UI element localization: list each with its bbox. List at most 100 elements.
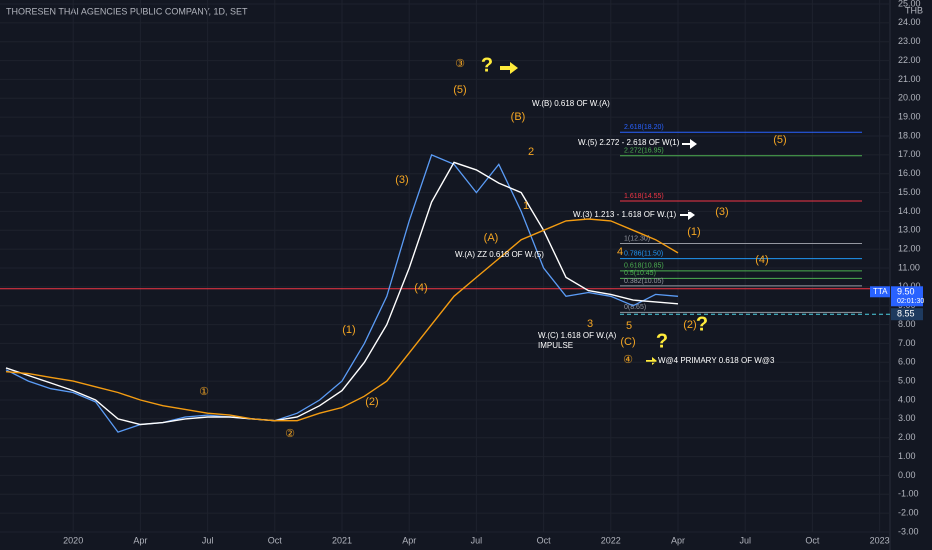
- fib-label: 2.618(18.20): [624, 124, 664, 131]
- arrow-icon: [682, 139, 697, 149]
- y-tick-label: 25.00: [898, 0, 921, 8]
- y-tick-label: 18.00: [898, 130, 921, 140]
- y-tick-label: 20.00: [898, 93, 921, 103]
- x-tick-label: Oct: [268, 535, 283, 545]
- price-tag-label: 9.50: [897, 287, 915, 297]
- y-tick-label: 5.00: [898, 376, 916, 386]
- fib-label: 0.5(10.45): [624, 270, 656, 277]
- x-tick-label: 2020: [63, 535, 83, 545]
- x-tick-label: Apr: [671, 535, 685, 545]
- y-tick-label: 19.00: [898, 112, 921, 122]
- y-tick-label: -2.00: [898, 508, 919, 518]
- annotation: 4: [617, 246, 623, 258]
- annotation: 5: [626, 320, 632, 332]
- x-tick-label: Jul: [739, 535, 751, 545]
- annotation: (3): [715, 206, 728, 218]
- series-line: [5, 154, 679, 433]
- chart-title: THORESEN THAI AGENCIES PUBLIC COMPANY, 1…: [6, 6, 248, 16]
- annotation: (1): [342, 324, 355, 336]
- y-tick-label: 7.00: [898, 338, 916, 348]
- arrow-icon: [646, 357, 657, 365]
- annotation: W.(3) 1.213 - 1.618 OF W.(1): [573, 210, 676, 219]
- annotation: (4): [414, 282, 427, 294]
- y-tick-label: 16.00: [898, 168, 921, 178]
- fib-label: 0.786(11.50): [624, 250, 663, 257]
- y-tick-label: 11.00: [898, 262, 920, 272]
- y-tick-label: 23.00: [898, 36, 921, 46]
- annotation: (2): [683, 319, 696, 331]
- annotation: 2: [528, 146, 534, 158]
- price-tag: [891, 286, 923, 307]
- x-tick-label: 2023: [870, 535, 890, 545]
- annotation: W.(5) 2.272 - 2.618 OF W(1): [578, 138, 680, 147]
- x-tick-label: Apr: [402, 535, 416, 545]
- x-tick-label: Apr: [133, 535, 147, 545]
- x-tick-label: Oct: [537, 535, 552, 545]
- annotation: (3): [395, 174, 408, 186]
- x-tick-label: Jul: [471, 535, 483, 545]
- annotation: 1: [523, 200, 529, 212]
- y-tick-label: 2.00: [898, 432, 916, 442]
- annotation: ?: [696, 313, 708, 335]
- annotation: (A): [484, 232, 499, 244]
- x-tick-label: Jul: [202, 535, 214, 545]
- y-tick-label: 22.00: [898, 55, 921, 65]
- annotation: W.(C) 1.618 OF W.(A): [538, 331, 617, 340]
- fib-label: 0.382(10.05): [624, 278, 664, 285]
- symbol-tag: [870, 286, 890, 298]
- y-tick-label: 14.00: [898, 206, 921, 216]
- annotation: (5): [453, 84, 466, 96]
- fib-label: 0.618(10.85): [624, 263, 664, 270]
- annotation: (2): [365, 396, 378, 408]
- arrow-icon: [680, 210, 695, 220]
- y-tick-label: -3.00: [898, 526, 919, 536]
- symbol: TTA: [873, 287, 888, 296]
- y-tick-label: 1.00: [898, 451, 916, 461]
- annotation: ④: [623, 354, 633, 366]
- fib-label: 2.272(16.95): [624, 148, 664, 155]
- y-tick-label: 8.00: [898, 319, 916, 329]
- low-tag-label: 8.55: [897, 309, 915, 319]
- series-line: [5, 161, 679, 426]
- annotation: ③: [455, 58, 465, 70]
- fib-label: 1.618(14.55): [624, 193, 664, 200]
- y-tick-label: 17.00: [898, 149, 921, 159]
- annotation: (C): [620, 336, 635, 348]
- y-tick-label: 6.00: [898, 357, 916, 367]
- countdown: 02:01:30: [897, 298, 924, 305]
- annotation: W@4 PRIMARY 0.618 OF W@3: [658, 356, 775, 365]
- annotation: (4): [755, 254, 768, 266]
- annotation: (B): [511, 111, 526, 123]
- y-tick-label: 15.00: [898, 187, 921, 197]
- low-tag: [891, 308, 923, 321]
- x-tick-label: Oct: [805, 535, 820, 545]
- annotation: ①: [199, 386, 209, 398]
- annotation: IMPULSE: [538, 341, 573, 350]
- y-tick-label: 21.00: [898, 74, 921, 84]
- arrow-icon: [500, 62, 518, 74]
- series-line: [5, 218, 679, 422]
- y-unit: THB: [905, 5, 923, 15]
- y-tick-label: 13.00: [898, 225, 921, 235]
- annotation: ?: [656, 330, 668, 352]
- y-tick-label: -1.00: [898, 489, 919, 499]
- y-tick-label: 0.00: [898, 470, 916, 480]
- annotation: ?: [481, 54, 493, 76]
- annotation: W.(A) ZZ 0.618 OF W.(5): [455, 250, 544, 259]
- annotation: 3: [587, 318, 593, 330]
- annotation: W.(B) 0.618 OF W.(A): [532, 99, 610, 108]
- annotation: (1): [687, 226, 700, 238]
- y-tick-label: 10.00: [898, 281, 921, 291]
- fib-label: 0(8.65): [624, 304, 646, 311]
- y-tick-label: 24.00: [898, 17, 921, 27]
- annotation: ②: [285, 428, 295, 440]
- annotation: (5): [773, 134, 786, 146]
- x-tick-label: 2021: [332, 535, 352, 545]
- y-tick-label: 12.00: [898, 244, 921, 254]
- fib-label: 1(12.30): [624, 235, 650, 242]
- x-tick-label: 2022: [601, 535, 621, 545]
- y-tick-label: 4.00: [898, 394, 916, 404]
- y-tick-label: 3.00: [898, 413, 916, 423]
